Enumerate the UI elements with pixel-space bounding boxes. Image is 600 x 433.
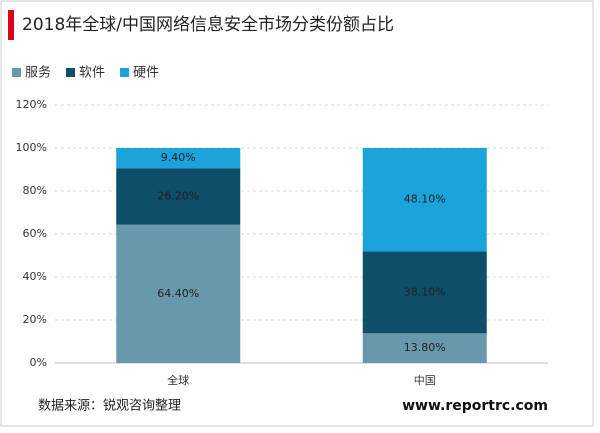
legend-swatch — [12, 68, 21, 77]
legend-swatch — [66, 68, 76, 77]
bar-segment — [362, 148, 487, 252]
x-tick-label: 中国 — [414, 374, 436, 387]
value-label: 9.40% — [161, 151, 196, 164]
legend-swatch — [120, 68, 130, 77]
bar-segment — [116, 148, 241, 169]
legend-label: 服务 — [25, 65, 51, 81]
legend-label: 硬件 — [133, 66, 159, 81]
value-label: 38.10% — [404, 285, 446, 298]
x-tick-label: 全球 — [167, 373, 189, 387]
y-tick-label: 20% — [23, 313, 47, 326]
y-tick-label: 80% — [23, 184, 47, 197]
title-accent — [8, 10, 14, 40]
y-tick-label: 60% — [23, 227, 47, 240]
frame — [0, 0, 594, 427]
bar-segment — [116, 224, 241, 363]
y-tick-label: 0% — [30, 356, 47, 369]
value-label: 48.10% — [404, 193, 446, 206]
chart-title: 2018年全球/中国网络信息安全市场分类份额占比 — [22, 15, 394, 35]
source: 数据来源：锐观咨询整理 — [38, 399, 181, 414]
bar-segment — [362, 251, 487, 334]
y-tick-label: 40% — [23, 270, 47, 283]
legend-label: 软件 — [79, 66, 105, 81]
value-label: 13.80% — [404, 341, 446, 354]
y-tick-label: 120% — [16, 98, 47, 111]
watermark: www.reportrc.com — [402, 398, 548, 414]
value-label: 64.40% — [157, 287, 199, 300]
bar-segment — [116, 168, 241, 225]
value-label: 26.20% — [157, 189, 199, 202]
bar-segment — [362, 333, 487, 363]
y-tick-label: 100% — [16, 141, 47, 154]
